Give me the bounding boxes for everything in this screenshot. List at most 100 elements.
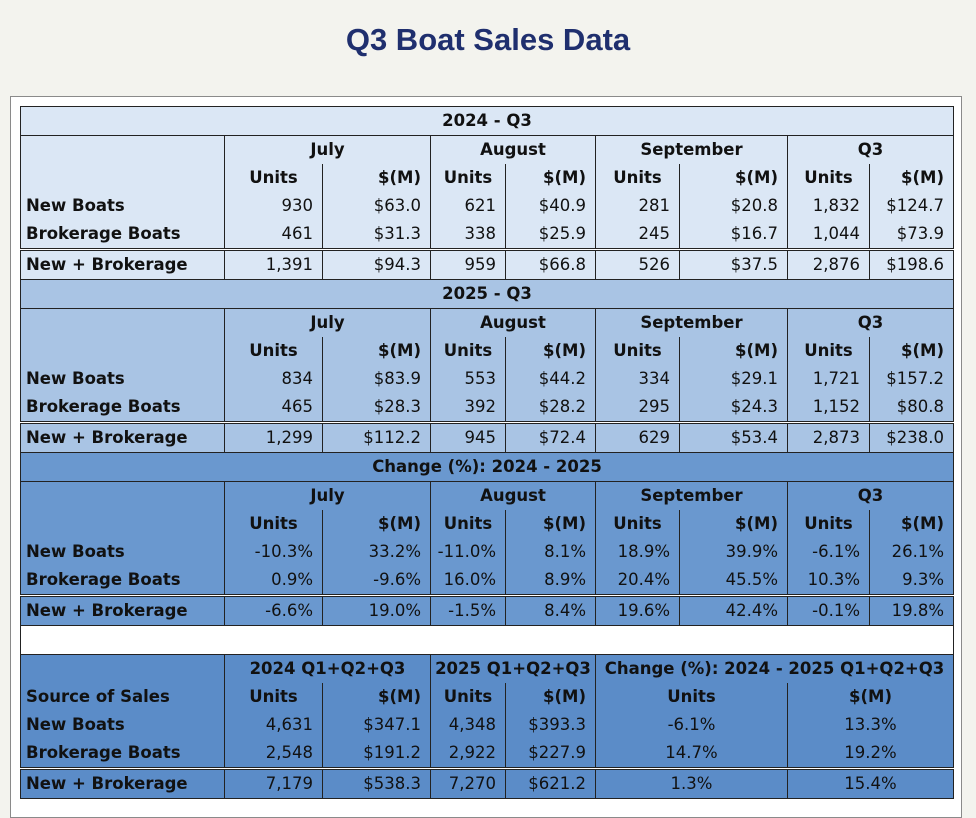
value-cell: -9.6% (322, 566, 431, 596)
units-header: Units (787, 510, 870, 538)
data-row: Brokerage Boats 0.9% -9.6% 16.0% 8.9% 20.4% 45… (20, 566, 954, 596)
dollars-header: $(M) (505, 510, 596, 538)
units-header: Units (595, 510, 680, 538)
row-label: New + Brokerage (20, 594, 225, 626)
value-cell: $72.4 (505, 421, 596, 453)
value-cell: 2,548 (224, 739, 323, 769)
units-header: Units (430, 683, 506, 711)
value-cell: 45.5% (679, 566, 788, 596)
value-cell: 245 (595, 220, 680, 250)
value-cell: $347.1 (322, 711, 431, 739)
value-cell: 1,832 (787, 192, 870, 220)
value-cell: -6.1% (787, 538, 870, 566)
page-title: Q3 Boat Sales Data (345, 22, 631, 57)
units-dollars-header-row: Units $(M) Units $(M) Units $(M) Units $(M) (20, 337, 954, 365)
value-cell: $40.9 (505, 192, 596, 220)
period-header-row: July August September Q3 (20, 308, 954, 337)
units-header: Units (224, 164, 323, 192)
value-cell: $24.3 (679, 393, 788, 423)
dollars-header: $(M) (679, 164, 788, 192)
units-header: Units (224, 510, 323, 538)
units-header: Units (595, 337, 680, 365)
boat-sales-table: 2024 - Q3 July August September Q3 Units $(M) U… (20, 106, 954, 799)
value-cell: $227.9 (505, 739, 596, 769)
value-cell: 295 (595, 393, 680, 423)
value-cell: 0.9% (224, 566, 323, 596)
period-header: August (430, 135, 596, 164)
period-header-row: July August September Q3 (20, 135, 954, 164)
empty-header-cell (20, 654, 225, 683)
value-cell: 2,873 (787, 421, 870, 453)
dollars-header: $(M) (322, 337, 431, 365)
units-header: Units (787, 337, 870, 365)
value-cell: $157.2 (869, 365, 954, 393)
empty-header-cell (20, 481, 225, 510)
empty-header-cell (20, 135, 225, 164)
value-cell: 461 (224, 220, 323, 250)
value-cell: $124.7 (869, 192, 954, 220)
total-row: New + Brokerage 1,299 $112.2 945 $72.4 629 $53… (20, 421, 954, 453)
row-label: New Boats (20, 538, 225, 566)
data-row: New Boats 930 $63.0 621 $40.9 281 $20.8 1,832 $1… (20, 192, 954, 220)
dollars-header: $(M) (322, 683, 431, 711)
value-cell: 8.1% (505, 538, 596, 566)
value-cell: $31.3 (322, 220, 431, 250)
value-cell: 8.4% (505, 594, 596, 626)
value-cell: $25.9 (505, 220, 596, 250)
value-cell: 629 (595, 421, 680, 453)
value-cell: $44.2 (505, 365, 596, 393)
value-cell: 465 (224, 393, 323, 423)
period-header: September (595, 135, 788, 164)
row-label: New Boats (20, 192, 225, 220)
ytd-group-header: Change (%): 2024 - 2025 Q1+Q2+Q3 (595, 654, 954, 683)
value-cell: 930 (224, 192, 323, 220)
source-of-sales-header: Source of Sales (20, 683, 225, 711)
value-cell: 33.2% (322, 538, 431, 566)
value-cell: 19.6% (595, 594, 680, 626)
value-cell: 42.4% (679, 594, 788, 626)
units-dollars-header-row: Units $(M) Units $(M) Units $(M) Units $(M) (20, 510, 954, 538)
value-cell: 9.3% (869, 566, 954, 596)
value-cell: 621 (430, 192, 506, 220)
value-cell: $80.8 (869, 393, 954, 423)
value-cell: 26.1% (869, 538, 954, 566)
units-header: Units (224, 683, 323, 711)
spacer-cell (20, 625, 954, 655)
row-label: New Boats (20, 365, 225, 393)
units-header: Units (430, 164, 506, 192)
value-cell: $29.1 (679, 365, 788, 393)
dollars-header: $(M) (505, 164, 596, 192)
empty-header-cell (20, 164, 225, 192)
value-cell: $112.2 (322, 421, 431, 453)
dollars-header: $(M) (869, 510, 954, 538)
row-label: Brokerage Boats (20, 566, 225, 596)
value-cell: $238.0 (869, 421, 954, 453)
period-header: July (224, 308, 431, 337)
total-row: New + Brokerage 7,179 $538.3 7,270 $621.2 1.3… (20, 767, 954, 799)
value-cell: $393.3 (505, 711, 596, 739)
value-cell: -10.3% (224, 538, 323, 566)
value-cell: 334 (595, 365, 680, 393)
value-cell: $20.8 (679, 192, 788, 220)
row-label: New + Brokerage (20, 248, 225, 280)
row-label: Brokerage Boats (20, 220, 225, 250)
value-cell: 338 (430, 220, 506, 250)
units-header: Units (595, 164, 680, 192)
value-cell: $66.8 (505, 248, 596, 280)
value-cell: 39.9% (679, 538, 788, 566)
value-cell: 4,348 (430, 711, 506, 739)
value-cell: 959 (430, 248, 506, 280)
dollars-header: $(M) (322, 510, 431, 538)
change-cell: 19.2% (787, 739, 954, 769)
section-heading-row: 2025 - Q3 (20, 279, 954, 309)
period-header: August (430, 308, 596, 337)
value-cell: 1,391 (224, 248, 323, 280)
value-cell: 834 (224, 365, 323, 393)
change-cell: 1.3% (595, 767, 788, 799)
change-cell: 13.3% (787, 711, 954, 739)
units-header: Units (224, 337, 323, 365)
empty-header-cell (20, 337, 225, 365)
section-heading-row: Change (%): 2024 - 2025 (20, 452, 954, 482)
value-cell: 18.9% (595, 538, 680, 566)
data-row: Brokerage Boats 465 $28.3 392 $28.2 295 $24.3 1… (20, 393, 954, 423)
